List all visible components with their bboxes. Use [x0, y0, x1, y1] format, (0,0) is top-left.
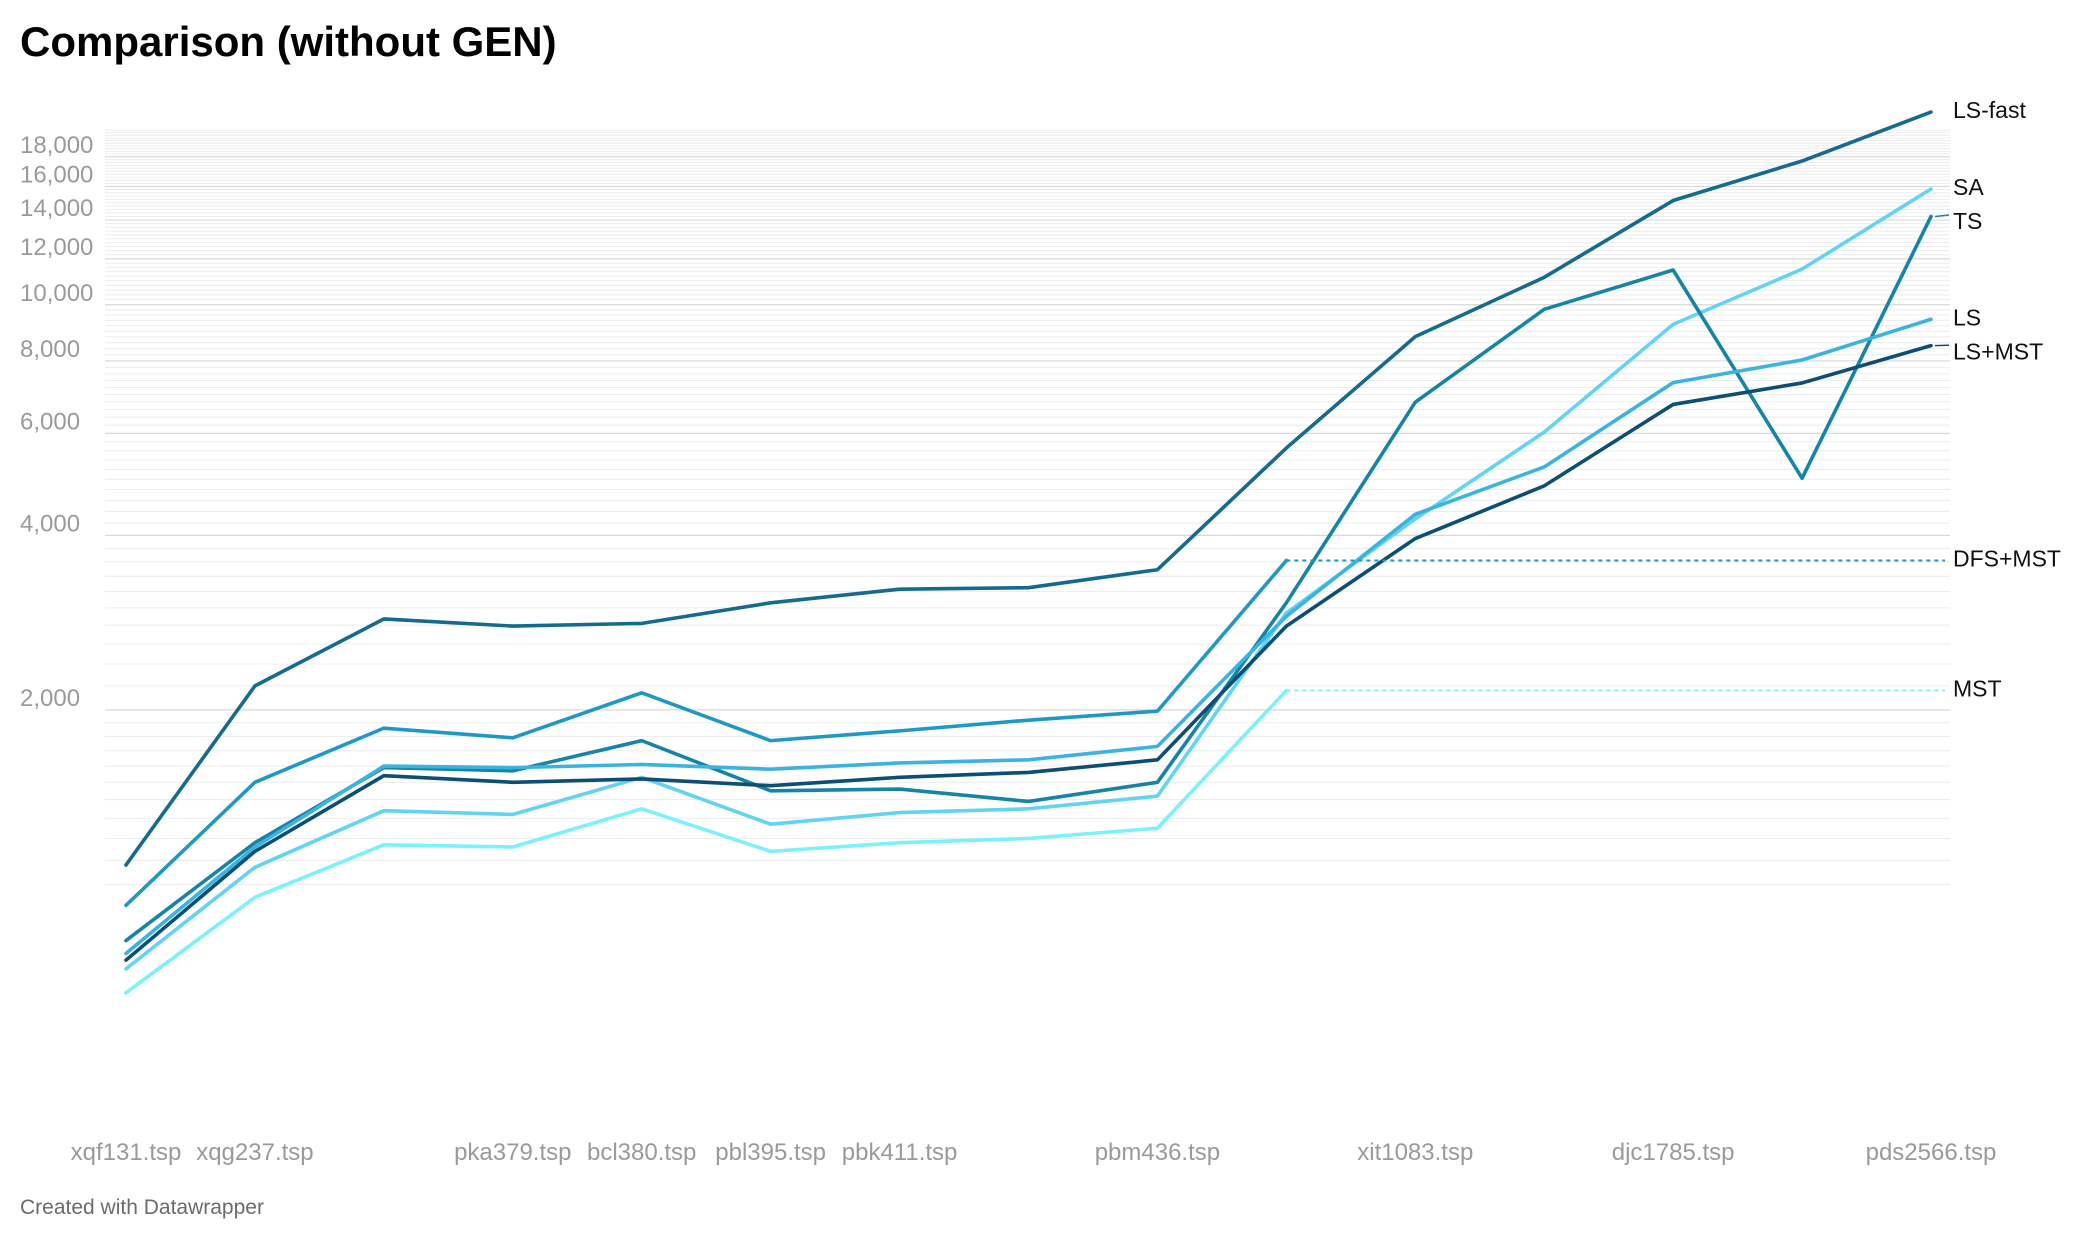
series-line-ls-mst [124, 343, 1933, 962]
x-axis-ticks: xqf131.tsp xqg237.tsp pka379.tsp bcl380.tsp… [71, 1139, 1997, 1166]
y-tick-label: 2,000 [20, 685, 80, 712]
y-tick-label: 12,000 [20, 234, 93, 261]
series-line-mst [124, 688, 1289, 995]
series-line-dfs-mst [124, 558, 1289, 908]
x-tick-label: pka379.tsp [454, 1139, 571, 1166]
x-tick-label: pbk411.tsp [842, 1139, 958, 1166]
series-line-sa [124, 187, 1933, 971]
series-label-ls: LS [1953, 304, 1981, 330]
series-labels: LS-fast SA TS LS LS+MST DFS+MST MST [1934, 97, 2061, 702]
y-tick-label: 14,000 [20, 195, 93, 222]
series-label-ls-mst: LS+MST [1953, 338, 2043, 364]
series-label-sa: SA [1953, 174, 1984, 200]
series-line-ls-fast [124, 110, 1933, 867]
y-axis-ticks: 2,000 4,000 6,000 8,000 10,000 12,000 14,000 16… [20, 132, 93, 712]
x-tick-label: xqf131.tsp [71, 1139, 182, 1166]
x-tick-label: djc1785.tsp [1612, 1139, 1735, 1166]
y-tick-label: 8,000 [20, 336, 80, 363]
x-tick-label: xqg237.tsp [196, 1139, 313, 1166]
y-tick-label: 6,000 [20, 408, 80, 435]
series-label-ls-fast: LS-fast [1953, 97, 2026, 123]
series-lines [124, 110, 1945, 995]
y-tick-label: 18,000 [20, 132, 93, 159]
series-label-ts: TS [1953, 208, 1982, 234]
x-tick-label: pds2566.tsp [1866, 1139, 1997, 1166]
x-tick-label: xit1083.tsp [1357, 1139, 1473, 1166]
y-tick-label: 10,000 [20, 280, 93, 307]
label-connector [1934, 214, 1950, 218]
x-tick-label: pbl395.tsp [715, 1139, 826, 1166]
y-tick-label: 4,000 [20, 510, 80, 537]
chart-title: Comparison (without GEN) [20, 18, 557, 65]
x-tick-label: pbm436.tsp [1095, 1139, 1220, 1166]
y-tick-label: 16,000 [20, 161, 93, 188]
series-label-dfs-mst: DFS+MST [1953, 546, 2061, 572]
series-label-mst: MST [1953, 676, 2002, 702]
chart-footer: Created with Datawrapper [20, 1196, 264, 1219]
series-line-ts [124, 214, 1933, 943]
x-tick-label: bcl380.tsp [587, 1139, 696, 1166]
series-line-ls [124, 317, 1933, 956]
